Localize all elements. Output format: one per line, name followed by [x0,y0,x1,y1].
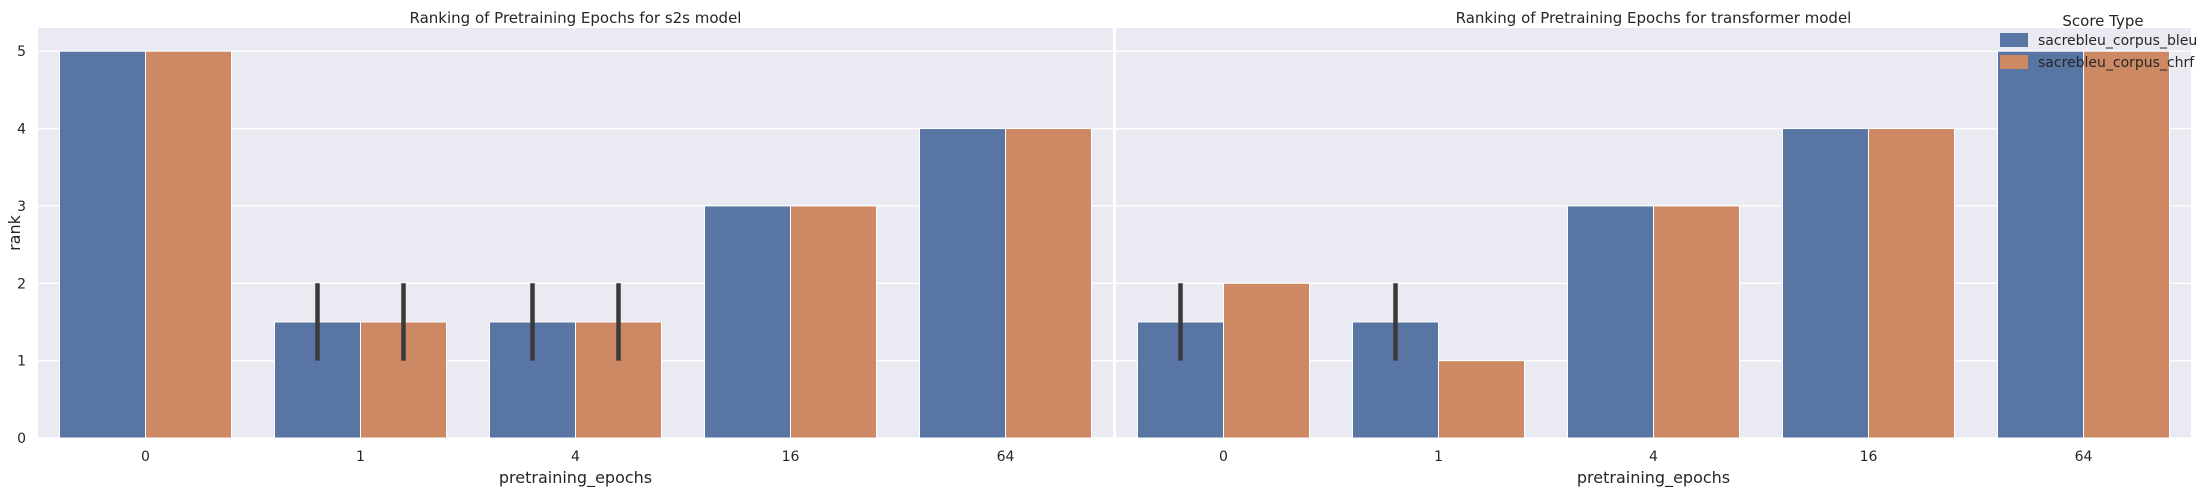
bar [1782,128,1869,439]
x-tick-label: 1 [356,449,365,465]
x-tick-label: 64 [997,449,1015,465]
bar [59,50,146,439]
bar [145,50,232,439]
legend-label: sacrebleu_corpus_chrf [2038,55,2195,71]
legend: Score Type sacrebleu_corpus_bleusacreble… [2000,12,2197,71]
y-tick-label: 0 [17,431,26,447]
chart-panel-1: 0 1 4 16 64 Ranking of Pretraining Epochs for… [1116,9,2191,488]
chart-panels: 0 1 2 3 4 5 0 1 4 16 64 Ranking of Pretraining Epoc… [5,9,2191,488]
chart-panel-0: 0 1 2 3 4 5 0 1 4 16 64 Ranking of Pretraining Epoc… [5,9,1113,488]
bar [919,128,1006,439]
bar [2083,50,2170,439]
bar [1997,50,2084,439]
y-tick-label: 1 [17,354,26,370]
y-axis-label: rank [5,214,24,251]
x-tick-label: 16 [1860,449,1878,465]
y-tick-label: 5 [17,44,26,60]
y-tick-label: 4 [17,122,26,138]
y-tick-label: 3 [17,199,26,215]
bar [1005,128,1092,439]
legend-items: sacrebleu_corpus_bleu sacrebleu_corpus_ch… [2000,33,2197,71]
x-axis-label: pretraining_epochs [499,468,652,488]
chart-title: Ranking of Pretraining Epochs for s2s mo… [410,9,742,27]
bar [1438,360,1525,439]
legend-swatch [2000,55,2028,69]
x-tick-label: 64 [2075,449,2093,465]
chart-title: Ranking of Pretraining Epochs for transf… [1456,9,1852,27]
y-tick-label: 2 [17,276,26,292]
legend-swatch [2000,33,2028,47]
bar [1868,128,1955,439]
x-tick-label: 0 [1219,449,1228,465]
x-tick-label: 0 [141,449,150,465]
legend-label: sacrebleu_corpus_bleu [2038,33,2197,49]
x-tick-label: 16 [782,449,800,465]
bar [1223,282,1310,439]
legend-title: Score Type [2062,12,2143,30]
bar [704,205,791,439]
bar [1653,205,1740,439]
x-tick-label: 4 [1649,449,1658,465]
x-axis-label: pretraining_epochs [1577,468,1730,488]
x-tick-label: 4 [571,449,580,465]
bar [790,205,877,439]
bar [1567,205,1654,439]
x-tick-label: 1 [1434,449,1443,465]
